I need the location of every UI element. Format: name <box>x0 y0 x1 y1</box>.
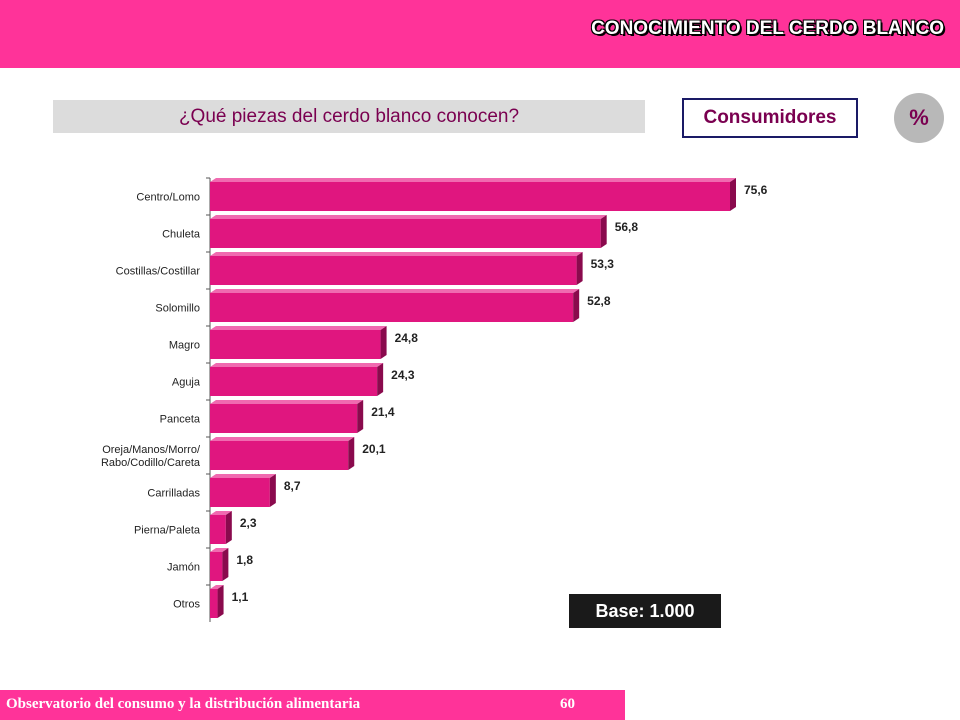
value-label: 1,8 <box>236 553 253 567</box>
page-title: CONOCIMIENTO DEL CERDO BLANCO <box>591 18 944 39</box>
value-label: 24,8 <box>395 331 419 345</box>
bar-chart: 75,6 Centro/Lomo 56,8 Chuleta 53,3 Costillas/… <box>101 177 768 622</box>
value-label: 20,1 <box>362 442 386 456</box>
bar <box>210 215 607 248</box>
bar <box>210 363 384 396</box>
bar <box>210 289 580 322</box>
header-bar: CONOCIMIENTO DEL CERDO BLANCO <box>0 0 960 68</box>
bar <box>210 585 224 618</box>
value-label: 8,7 <box>284 479 301 493</box>
bar <box>210 178 736 211</box>
bar <box>210 548 229 581</box>
category-label: Costillas/Costillar <box>116 266 201 278</box>
category-label: Chuleta <box>162 229 201 241</box>
bar <box>210 400 364 433</box>
category-label: Solomillo <box>155 303 200 315</box>
base-label: Base: 1.000 <box>569 594 721 628</box>
percent-badge: % <box>894 93 944 143</box>
category-label: Carrilladas <box>147 488 200 500</box>
bar <box>210 474 276 507</box>
value-label: 1,1 <box>232 590 249 604</box>
category-label: Oreja/Manos/Morro/Rabo/Codillo/Careta <box>101 444 201 469</box>
value-label: 56,8 <box>615 220 639 234</box>
category-label: Panceta <box>160 414 201 426</box>
value-label: 52,8 <box>587 294 611 308</box>
value-label: 21,4 <box>371 405 395 419</box>
value-label: 2,3 <box>240 516 257 530</box>
category-label: Otros <box>173 599 200 611</box>
value-label: 24,3 <box>391 368 415 382</box>
value-label: 75,6 <box>744 183 768 197</box>
page-number: 60 <box>560 696 575 712</box>
bar <box>210 511 232 544</box>
category-label: Jamón <box>167 562 200 574</box>
category-label: Centro/Lomo <box>136 192 200 204</box>
bar <box>210 252 583 285</box>
question-banner: ¿Qué piezas del cerdo blanco conocen? <box>53 100 645 133</box>
segment-label: Consumidores <box>682 98 858 138</box>
footer-text: Observatorio del consumo y la distribuci… <box>6 696 361 712</box>
footer-bar: Observatorio del consumo y la distribuci… <box>0 690 625 720</box>
category-label: Pierna/Paleta <box>134 525 201 537</box>
bar <box>210 326 387 359</box>
value-label: 53,3 <box>591 257 615 271</box>
category-label: Aguja <box>172 377 201 389</box>
bar <box>210 437 355 470</box>
category-label: Magro <box>169 340 200 352</box>
